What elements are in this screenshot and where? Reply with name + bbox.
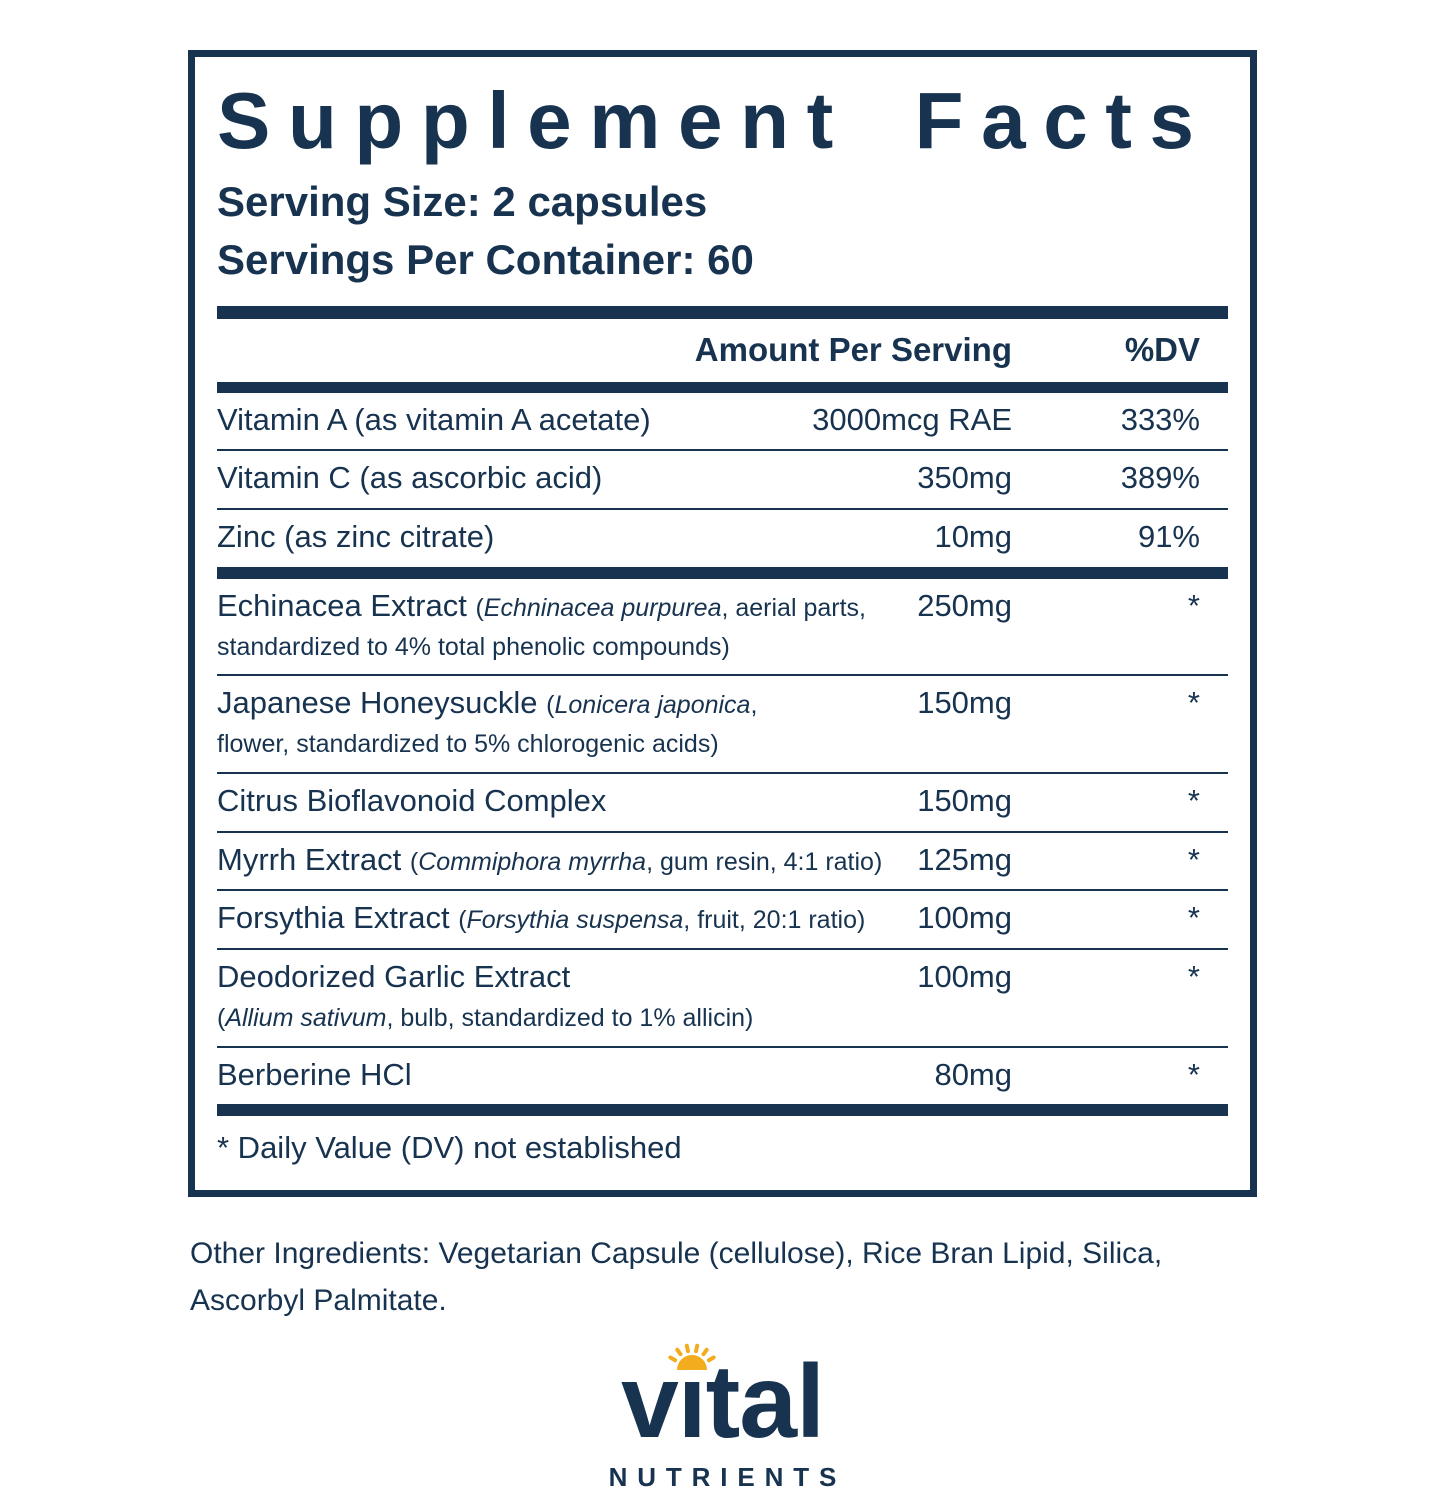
ingredient-row: Vitamin C (as ascorbic acid) 350mg 389% bbox=[217, 449, 1228, 508]
ingredient-row: Deodorized Garlic Extract (Allium sativum… bbox=[217, 948, 1228, 1046]
ingredient-amount: 100mg bbox=[917, 900, 1012, 936]
ingredient-row: Myrrh Extract (Commiphora myrrha, gum re… bbox=[217, 830, 1228, 890]
ingredient-row: Forsythia Extract (Forsythia suspensa, f… bbox=[217, 889, 1228, 948]
ingredient-row: Echinacea Extract (Echninacea purpurea, … bbox=[217, 566, 1228, 675]
other-ingredients-text: Other Ingredients: Vegetarian Capsule (c… bbox=[190, 1237, 1163, 1317]
ingredient-name: Citrus Bioflavonoid Complex bbox=[217, 782, 607, 818]
brand-wordmark: vital bbox=[621, 1342, 825, 1454]
ingredient-name: Vitamin A (as vitamin A acetate) bbox=[217, 401, 651, 437]
ingredient-row: Vitamin A (as vitamin A acetate) 3000mcg … bbox=[217, 393, 1228, 450]
ingredient-amount: 250mg bbox=[917, 587, 1012, 623]
ingredient-dv: * bbox=[1187, 959, 1200, 995]
ingredient-name: Myrrh Extract (Commiphora myrrha, gum re… bbox=[217, 841, 883, 877]
ingredient-name: Japanese Honeysuckle (Lonicera japonica,… bbox=[217, 685, 758, 759]
ingredient-dv: * bbox=[1187, 587, 1200, 623]
ingredient-dv: * bbox=[1187, 685, 1200, 721]
ingredient-name: Berberine HCl bbox=[217, 1056, 412, 1092]
dv-column-header: %DV bbox=[1124, 330, 1200, 368]
supplement-facts-panel: Supplement Facts Serving Size: 2 capsule… bbox=[188, 50, 1257, 1198]
ingredient-amount: 150mg bbox=[917, 685, 1012, 721]
ingredient-amount: 150mg bbox=[917, 782, 1012, 818]
ingredient-row: Berberine HCl 80mg * bbox=[217, 1045, 1228, 1105]
ingredient-dv: * bbox=[1187, 900, 1200, 936]
supplement-label-page: Supplement Facts Serving Size: 2 capsule… bbox=[0, 50, 1445, 1495]
ingredient-amount: 3000mcg RAE bbox=[812, 401, 1012, 437]
brand-name: vital bbox=[620, 1344, 825, 1461]
ingredient-row: Citrus Bioflavonoid Complex 150mg * bbox=[217, 771, 1228, 831]
ingredient-amount: 10mg bbox=[934, 519, 1012, 555]
ingredient-table: Vitamin A (as vitamin A acetate) 3000mcg … bbox=[217, 393, 1228, 1105]
ingredient-name: Zinc (as zinc citrate) bbox=[217, 519, 495, 555]
ingredient-dv: 333% bbox=[1120, 401, 1200, 437]
ingredient-amount: 125mg bbox=[917, 841, 1012, 877]
ingredient-dv: * bbox=[1187, 782, 1200, 818]
serving-size-text: Serving Size: 2 capsules bbox=[217, 178, 708, 225]
ingredient-dv: * bbox=[1187, 841, 1200, 877]
amount-column-header: Amount Per Serving bbox=[694, 330, 1012, 368]
brand-logo: vital NUTRIENTS bbox=[0, 1342, 1445, 1493]
ingredient-dv: * bbox=[1187, 1056, 1200, 1092]
table-header-row: Amount Per Serving %DV bbox=[217, 305, 1228, 393]
panel-title: Supplement Facts bbox=[217, 76, 1212, 165]
ingredient-amount: 80mg bbox=[934, 1056, 1012, 1092]
ingredient-dv: 389% bbox=[1120, 460, 1200, 496]
ingredient-amount: 100mg bbox=[917, 959, 1012, 995]
sun-icon bbox=[668, 1342, 716, 1375]
ingredient-name: Forsythia Extract (Forsythia suspensa, f… bbox=[217, 900, 866, 936]
ingredient-row: Zinc (as zinc citrate) 10mg 91% bbox=[217, 508, 1228, 567]
dv-footnote: * Daily Value (DV) not established bbox=[217, 1104, 1228, 1174]
ingredient-dv: 91% bbox=[1137, 519, 1200, 555]
ingredient-name: Deodorized Garlic Extract (Allium sativum… bbox=[217, 959, 754, 1032]
ingredient-amount: 350mg bbox=[917, 460, 1012, 496]
ingredient-name: Echinacea Extract (Echninacea purpurea, … bbox=[217, 587, 866, 661]
ingredient-name: Vitamin C (as ascorbic acid) bbox=[217, 460, 603, 496]
brand-tagline: NUTRIENTS bbox=[608, 1462, 847, 1493]
ingredient-row: Japanese Honeysuckle (Lonicera japonica,… bbox=[217, 674, 1228, 772]
servings-per-container-text: Servings Per Container: 60 bbox=[217, 236, 754, 284]
